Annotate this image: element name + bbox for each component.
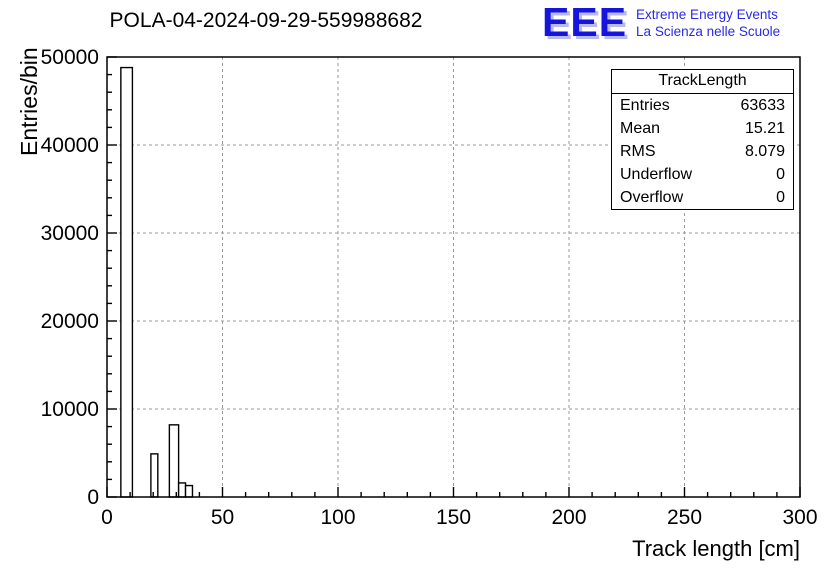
stat-label: Mean [620, 120, 661, 137]
x-tick-label: 300 [782, 506, 817, 529]
histogram-bar [150, 453, 159, 498]
stat-value: 15.21 [744, 120, 785, 137]
x-tick-label: 150 [436, 506, 471, 529]
y-tick-label: 50000 [41, 46, 99, 69]
stat-label: Underflow [620, 166, 693, 183]
stat-row-entries: Entries 63633 [612, 94, 793, 117]
y-tick-label: 30000 [41, 222, 99, 245]
stat-row-underflow: Underflow 0 [612, 163, 793, 186]
plot-title: POLA-04-2024-09-29-559988682 [109, 9, 423, 32]
stats-title: TrackLength [612, 70, 793, 94]
y-tick-label: 20000 [41, 310, 99, 333]
stats-box: TrackLength Entries 63633 Mean 15.21 RMS… [611, 69, 794, 210]
stat-row-overflow: Overflow 0 [612, 186, 793, 209]
stat-value: 63633 [740, 97, 786, 114]
stat-value: 0 [776, 166, 785, 183]
histogram-bar [120, 66, 134, 498]
stat-label: RMS [620, 143, 656, 160]
logo-line1: Extreme Energy Events [636, 7, 778, 22]
x-tick-label: 50 [211, 506, 234, 529]
y-tick-label: 0 [87, 486, 99, 509]
y-tick-label: 40000 [41, 134, 99, 157]
x-tick-label: 100 [320, 506, 355, 529]
stat-row-mean: Mean 15.21 [612, 117, 793, 140]
x-tick-label: 250 [667, 506, 702, 529]
stat-value: 8.079 [744, 143, 785, 160]
x-axis-label: Track length [cm] [632, 536, 800, 561]
logo-line2: La Scienza nelle Scuole [636, 24, 781, 39]
x-tick-label: 200 [551, 506, 586, 529]
y-tick-label: 10000 [41, 398, 99, 421]
histogram-bar [177, 482, 187, 498]
x-tick-label: 0 [101, 506, 113, 529]
stat-label: Entries [620, 97, 670, 114]
stat-label: Overflow [620, 189, 684, 206]
eee-logo: EEE Extreme Energy Events La Scienza nel… [542, 0, 780, 45]
stat-value: 0 [776, 189, 785, 206]
histogram-bar [184, 484, 194, 498]
stat-row-rms: RMS 8.079 [612, 140, 793, 163]
eee-logo-caption: Extreme Energy Events La Scienza nelle S… [636, 6, 780, 40]
eee-logo-text: EEE [542, 0, 628, 45]
y-axis-label: Entries/bin [16, 47, 42, 156]
histogram-bar [168, 424, 180, 498]
